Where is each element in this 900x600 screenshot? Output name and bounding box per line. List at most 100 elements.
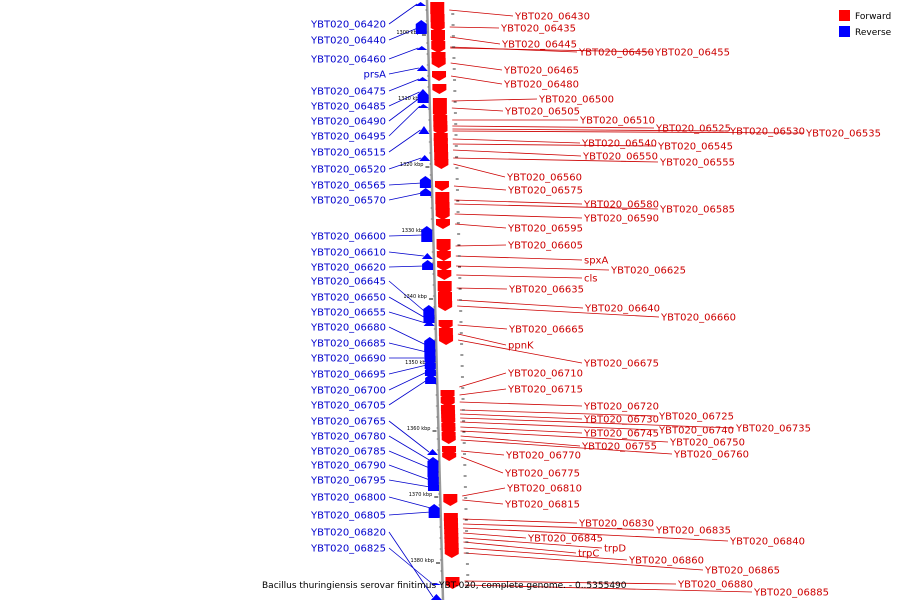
- forward-gene-label: YBT020_06595: [507, 224, 583, 235]
- reverse-connector: [388, 280, 426, 313]
- reverse-connector: [388, 27, 418, 41]
- forward-connector: [449, 9, 514, 17]
- reverse-connector: [388, 105, 421, 137]
- forward-gene-label: YBT020_06510: [579, 116, 655, 127]
- legend-reverse-swatch: [839, 26, 850, 37]
- forward-connector: [450, 47, 654, 53]
- reverse-connector: [388, 342, 427, 353]
- forward-connector: [463, 552, 704, 571]
- forward-gene-feature: [443, 494, 458, 506]
- reverse-connector: [388, 464, 430, 481]
- forward-gene-label: YBT020_06550: [582, 152, 658, 163]
- forward-gene-label: YBT020_06775: [504, 469, 580, 480]
- forward-connector: [456, 287, 508, 290]
- forward-gene-label: YBT020_06590: [583, 214, 659, 225]
- forward-gene-feature: [439, 335, 454, 345]
- reverse-gene-label: YBT020_06610: [310, 248, 386, 259]
- forward-gene-label: YBT020_06840: [729, 537, 805, 548]
- forward-gene-feature: [442, 453, 457, 461]
- forward-gene-label: trpD: [604, 544, 626, 555]
- forward-gene-label: YBT020_06880: [677, 580, 753, 591]
- reverse-connector: [388, 371, 428, 391]
- forward-gene-label: YBT020_06450: [578, 48, 654, 59]
- reverse-gene-feature: [427, 449, 439, 455]
- forward-connector: [449, 36, 501, 45]
- forward-gene-label: YBT020_06845: [527, 534, 603, 545]
- reverse-gene-label: YBT020_06795: [310, 476, 386, 487]
- forward-gene-label: YBT020_06435: [500, 24, 576, 35]
- reverse-gene-label: YBT020_06655: [310, 308, 386, 319]
- forward-connector: [457, 305, 660, 318]
- forward-gene-label: YBT020_06885: [753, 588, 829, 599]
- forward-connector: [463, 547, 628, 561]
- forward-gene-label: YBT020_06455: [654, 48, 730, 59]
- forward-gene-label: YBT020_06665: [508, 325, 584, 336]
- forward-connector: [462, 499, 504, 505]
- reverse-gene-label: YBT020_06420: [310, 20, 386, 31]
- reverse-gene-feature: [417, 104, 429, 108]
- forward-gene-feature: [434, 159, 449, 169]
- forward-gene-feature: [444, 548, 459, 558]
- forward-gene-label: YBT020_06605: [507, 241, 583, 252]
- forward-gene-label: YBT020_06500: [538, 95, 614, 106]
- axis-tick-label: 1320 kbp: [400, 162, 424, 168]
- forward-connector: [457, 339, 583, 364]
- reverse-connector: [388, 479, 431, 488]
- reverse-gene-feature: [416, 65, 428, 71]
- axis-tick-label: 1300 kbp: [396, 30, 420, 36]
- forward-gene-label: YBT020_06480: [503, 80, 579, 91]
- forward-gene-feature: [436, 251, 451, 261]
- reverse-connector: [388, 192, 423, 201]
- forward-gene-feature: [430, 22, 445, 32]
- forward-connector: [464, 580, 677, 585]
- reverse-gene-label: YBT020_06645: [310, 277, 386, 288]
- forward-gene-label: YBT020_06525: [655, 124, 731, 135]
- forward-connector: [450, 75, 503, 85]
- reverse-connector: [388, 251, 424, 257]
- axis-tick-label: 1370 kbp: [409, 492, 433, 498]
- forward-gene-feature: [438, 320, 453, 330]
- forward-gene-label: YBT020_06585: [659, 205, 735, 216]
- forward-gene-label: ppnK: [508, 341, 534, 352]
- forward-gene-label: YBT020_06725: [658, 412, 734, 423]
- label-connectors: [388, 3, 805, 598]
- forward-connector: [454, 199, 583, 205]
- forward-connector: [460, 426, 583, 434]
- forward-connector: [453, 157, 659, 163]
- forward-gene-label: YBT020_06815: [504, 500, 580, 511]
- reverse-connector: [388, 234, 424, 237]
- forward-connector: [462, 487, 506, 497]
- forward-connector: [460, 435, 581, 447]
- forward-connector: [460, 413, 583, 420]
- forward-connector: [459, 409, 658, 417]
- reverse-connector: [388, 511, 431, 516]
- forward-gene-feature: [431, 41, 446, 53]
- forward-connector: [459, 372, 507, 388]
- axis-tick-label: 1360 kbp: [407, 426, 431, 432]
- reverse-gene-label: YBT020_06620: [310, 263, 386, 274]
- forward-gene-feature: [432, 98, 447, 118]
- reverse-connector: [388, 531, 434, 598]
- reverse-gene-label: YBT020_06515: [310, 148, 386, 159]
- forward-connector: [454, 213, 583, 219]
- forward-connector: [457, 324, 508, 330]
- reverse-connector: [388, 3, 418, 25]
- forward-gene-label: YBT020_06540: [581, 139, 657, 150]
- forward-gene-feature: [432, 71, 447, 81]
- forward-gene-feature: [431, 58, 446, 68]
- forward-connector: [454, 223, 507, 229]
- reverse-connector: [388, 97, 420, 122]
- reverse-gene-label: YBT020_06520: [310, 165, 386, 176]
- forward-gene-label: YBT020_06860: [628, 556, 704, 567]
- forward-connector: [460, 430, 669, 443]
- forward-gene-label: YBT020_06760: [673, 450, 749, 461]
- forward-gene-feature: [437, 261, 452, 271]
- reverse-gene-label: YBT020_06495: [310, 132, 386, 143]
- legend-forward-swatch: [839, 10, 850, 21]
- genome-caption: Bacillus thuringiensis serovar finitimus…: [262, 581, 627, 591]
- reverse-gene-feature: [428, 504, 440, 518]
- forward-gene-label: YBT020_06445: [501, 40, 577, 51]
- reverse-gene-label: YBT020_06565: [310, 181, 386, 192]
- reverse-gene-label: YBT020_06820: [310, 528, 386, 539]
- reverse-gene-label: YBT020_06785: [310, 447, 386, 458]
